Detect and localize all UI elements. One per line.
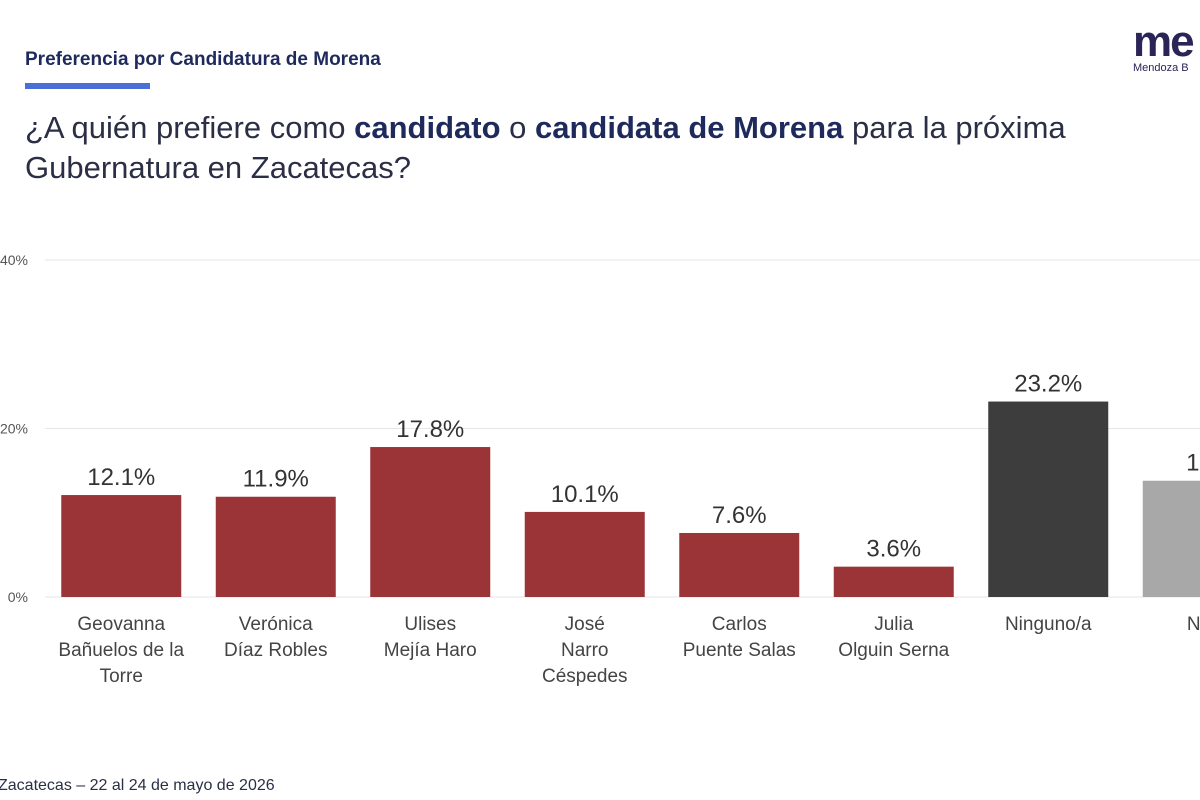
logo-mark: me (1133, 17, 1195, 66)
category-label: Céspedes (542, 666, 628, 687)
bar-value-label: 10.1% (551, 481, 619, 508)
bar-value-label: 13. (1186, 450, 1200, 477)
question-text-line2: Gubernatura en Zacatecas? (25, 150, 412, 185)
y-tick-label: 0% (8, 589, 28, 605)
bar-value-label: 3.6% (866, 536, 921, 563)
category-label: Verónica (239, 614, 313, 635)
subtitle-underline (25, 83, 150, 89)
bar-4 (679, 532, 800, 597)
category-label: Carlos (712, 614, 767, 635)
category-label: Narro (561, 640, 609, 661)
bar-value-label: 17.8% (396, 416, 464, 443)
bar-1 (215, 496, 336, 597)
category-label: Ninguno/a (1005, 614, 1092, 635)
bar-7 (1142, 480, 1200, 597)
slide-subtitle: Preferencia por Candidatura de Morena (25, 49, 381, 70)
category-label: José (565, 614, 605, 635)
category-label: NS/ (1187, 614, 1200, 635)
question-bold-1: candidato (354, 110, 501, 145)
category-label: Olguin Serna (838, 640, 949, 661)
y-tick-label: 20% (0, 421, 28, 437)
bar-value-label: 7.6% (712, 502, 767, 529)
category-label: Ulises (404, 614, 456, 635)
bar-chart: 0% 20% 40% 12.1% Geovanna Bañuelos de la Torre… (0, 252, 1200, 687)
category-label: Geovanna (77, 614, 165, 635)
category-label: Mejía Haro (384, 640, 477, 661)
bar-value-label: 23.2% (1014, 371, 1082, 398)
logo-text: Mendoza B (1133, 62, 1189, 74)
question-title: ¿A quién prefiere como candidato o candi… (25, 108, 1200, 188)
category-label: Díaz Robles (224, 640, 328, 661)
bar-5 (833, 566, 954, 597)
category-label: Torre (100, 666, 143, 687)
y-tick-label: 40% (0, 252, 28, 268)
category-label: Julia (874, 614, 914, 635)
question-text-2: o (500, 110, 535, 145)
bar-2 (370, 447, 491, 597)
question-text-3: para la próxima (843, 110, 1066, 145)
footer-date: Zacatecas – 22 al 24 de mayo de 2026 (0, 777, 275, 794)
bar-value-label: 11.9% (243, 466, 309, 493)
question-bold-2: candidata de Morena (535, 110, 844, 145)
question-text-1: ¿A quién prefiere como (25, 110, 355, 145)
bar-0 (61, 495, 182, 597)
brand-logo: me Mendoza B (1133, 17, 1200, 75)
bar-6 (988, 401, 1109, 597)
category-label: Bañuelos de la (58, 640, 184, 661)
bar-3 (524, 511, 645, 597)
bar-value-label: 12.1% (87, 464, 155, 491)
category-label: Puente Salas (683, 640, 796, 661)
